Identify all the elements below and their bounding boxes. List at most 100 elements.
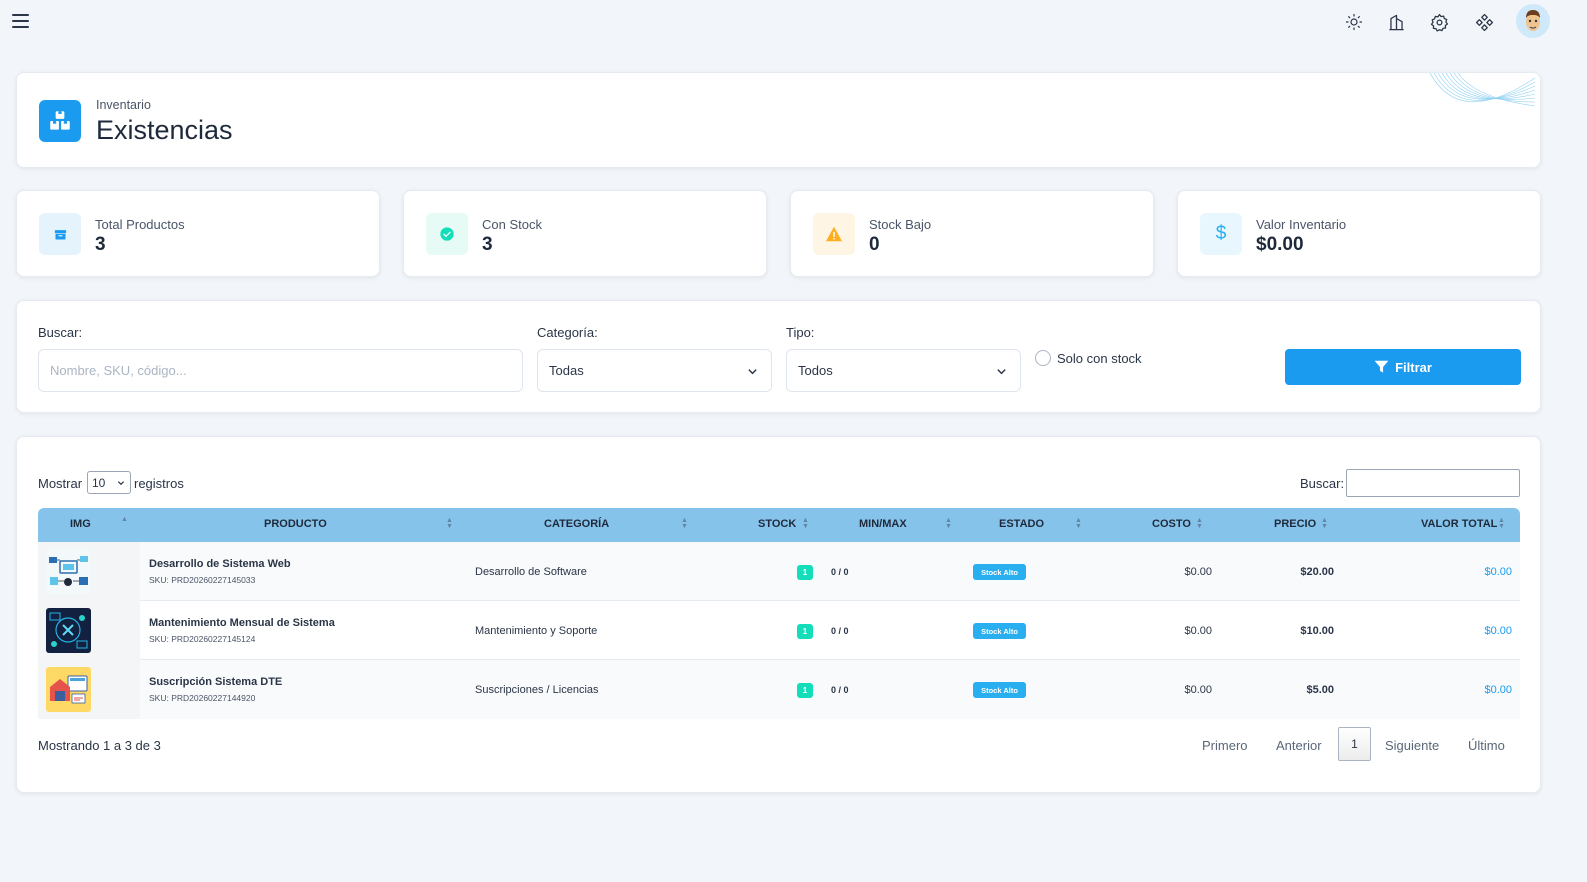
building-icon[interactable] (1386, 12, 1406, 32)
column-header-product[interactable]: PRODUCTO (264, 518, 327, 530)
pagination-previous[interactable]: Anterior (1276, 738, 1322, 753)
type-label: Tipo: (786, 325, 815, 340)
img-cell (38, 542, 140, 601)
product-name: Mantenimiento Mensual de Sistema (149, 617, 335, 629)
product-thumbnail (46, 667, 91, 712)
product-sku: SKU: PRD20260227145124 (149, 634, 256, 644)
filter-button-label: Filtrar (1395, 359, 1432, 375)
chevron-down-icon (997, 369, 1006, 375)
status-badge: Stock Alto (973, 623, 1026, 639)
min-max-value: 0 / 0 (831, 567, 849, 577)
table-search-input[interactable] (1346, 469, 1520, 497)
pagination-next[interactable]: Siguiente (1385, 738, 1440, 753)
sort-icon: ▲ ▼ (681, 517, 688, 530)
stat-value: $0.00 (1256, 234, 1304, 255)
boxes-icon (39, 100, 81, 142)
column-header-total-value[interactable]: VALOR TOTAL (1421, 518, 1498, 530)
user-avatar[interactable] (1516, 4, 1550, 38)
status-badge: Stock Alto (973, 682, 1026, 698)
min-max-value: 0 / 0 (831, 626, 849, 636)
decorative-arcs (1429, 73, 1536, 107)
column-header-img[interactable]: IMG (70, 518, 91, 530)
stat-card-inventory-value: $ Valor Inventario $0.00 (1177, 190, 1541, 277)
page-length-value: 10 (92, 475, 106, 490)
pagination-last[interactable]: Último (1468, 738, 1505, 753)
total-value: $0.00 (1484, 566, 1512, 578)
menu-icon[interactable] (12, 14, 29, 28)
cost-value: $0.00 (1184, 625, 1212, 637)
img-cell (38, 660, 140, 719)
chevron-down-icon (117, 481, 125, 486)
column-header-status[interactable]: ESTADO (999, 518, 1045, 530)
cost-value: $0.00 (1184, 684, 1212, 696)
sort-icon: ▲ ▼ (945, 517, 952, 530)
sort-icon: ▲ ▼ (1196, 517, 1203, 530)
chevron-down-icon (748, 369, 757, 375)
type-select[interactable]: Todos (786, 349, 1021, 392)
min-max-value: 0 / 0 (831, 685, 849, 695)
search-input[interactable]: Nombre, SKU, código... (38, 349, 523, 392)
column-header-price[interactable]: PRECIO (1274, 518, 1317, 530)
filter-icon (1374, 360, 1389, 373)
page-title: Existencias (96, 115, 233, 145)
stat-card-low-stock: Stock Bajo 0 (790, 190, 1154, 277)
category-select[interactable]: Todas (537, 349, 772, 392)
product-thumbnail (46, 549, 91, 594)
dollar-icon: $ (1200, 213, 1242, 255)
page-length-select[interactable]: 10 (87, 471, 131, 494)
page-header-card: Inventario Existencias (16, 72, 1541, 168)
sun-icon[interactable] (1344, 12, 1364, 32)
pagination-first[interactable]: Primero (1202, 738, 1248, 753)
stock-badge: 1 (797, 683, 813, 698)
inventory-table-card: Mostrar 10 registros Buscar: IMG ▲ PRODU… (16, 436, 1541, 793)
stat-value: 3 (95, 234, 106, 255)
pagination-current-page[interactable]: 1 (1338, 727, 1371, 761)
product-category: Suscripciones / Licencias (475, 684, 599, 696)
records-label: registros (134, 476, 184, 491)
top-bar (0, 0, 1587, 44)
table-search-label: Buscar: (1300, 476, 1345, 491)
table-row: Suscripción Sistema DTE SKU: PRD20260227… (38, 660, 1520, 719)
total-value: $0.00 (1484, 684, 1512, 696)
warning-icon (813, 213, 855, 255)
stat-card-in-stock: Con Stock 3 (403, 190, 767, 277)
category-label: Categoría: (537, 325, 598, 340)
product-name: Desarrollo de Sistema Web (149, 558, 291, 570)
stat-label: Total Productos (95, 217, 185, 232)
column-header-minmax[interactable]: MIN/MAX (859, 518, 907, 530)
product-sku: SKU: PRD20260227145033 (149, 575, 256, 585)
only-stock-label: Solo con stock (1057, 351, 1142, 366)
breadcrumb: Inventario (96, 98, 151, 112)
img-cell (38, 601, 140, 660)
column-header-stock[interactable]: STOCK (758, 518, 797, 530)
stat-label: Con Stock (482, 217, 542, 232)
stat-card-total-products: Total Productos 3 (16, 190, 380, 277)
stat-value: 0 (869, 234, 880, 255)
gear-icon[interactable] (1429, 12, 1449, 32)
table-info: Mostrando 1 a 3 de 3 (38, 738, 161, 753)
stat-label: Valor Inventario (1256, 217, 1347, 232)
box-icon (39, 213, 81, 255)
sort-icon: ▲ ▼ (1321, 517, 1328, 530)
search-label: Buscar: (38, 325, 83, 340)
stock-badge: 1 (797, 565, 813, 580)
sort-icon: ▲ ▼ (1075, 517, 1082, 530)
table-row: Desarrollo de Sistema Web SKU: PRD202602… (38, 542, 1520, 601)
product-thumbnail (46, 608, 91, 653)
status-badge: Stock Alto (973, 564, 1026, 580)
cost-value: $0.00 (1184, 566, 1212, 578)
product-sku: SKU: PRD20260227144920 (149, 693, 256, 703)
column-header-cost[interactable]: COSTO (1152, 518, 1191, 530)
table-header: IMG ▲ PRODUCTO ▲ ▼ CATEGORÍA ▲ ▼ STOCK ▲ ▼ … (38, 508, 1520, 542)
filter-button[interactable]: Filtrar (1285, 349, 1521, 385)
type-select-value: Todos (798, 363, 833, 378)
show-label: Mostrar (38, 476, 83, 491)
sort-icon: ▲ ▼ (446, 517, 453, 530)
stock-badge: 1 (797, 624, 813, 639)
check-circle-icon (426, 213, 468, 255)
sort-icon: ▲ ▼ (802, 517, 809, 530)
column-header-category[interactable]: CATEGORÍA (544, 518, 610, 530)
only-stock-checkbox[interactable] (1035, 350, 1051, 366)
filter-card: Buscar: Nombre, SKU, código... Categoría… (16, 300, 1541, 413)
apps-icon[interactable] (1474, 12, 1494, 32)
